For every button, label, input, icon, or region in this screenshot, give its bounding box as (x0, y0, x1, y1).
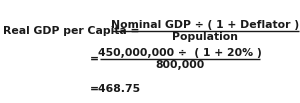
Text: =: = (90, 54, 103, 64)
Text: =468.75: =468.75 (90, 84, 141, 94)
Text: Population: Population (172, 32, 238, 42)
Text: 800,000: 800,000 (155, 60, 205, 70)
Text: Real GDP per Capita =: Real GDP per Capita = (3, 26, 143, 36)
Text: 450,000,000 ÷  ( 1 + 20% ): 450,000,000 ÷ ( 1 + 20% ) (98, 48, 262, 58)
Text: Nominal GDP ÷ ( 1 + Deflator ): Nominal GDP ÷ ( 1 + Deflator ) (111, 20, 299, 30)
